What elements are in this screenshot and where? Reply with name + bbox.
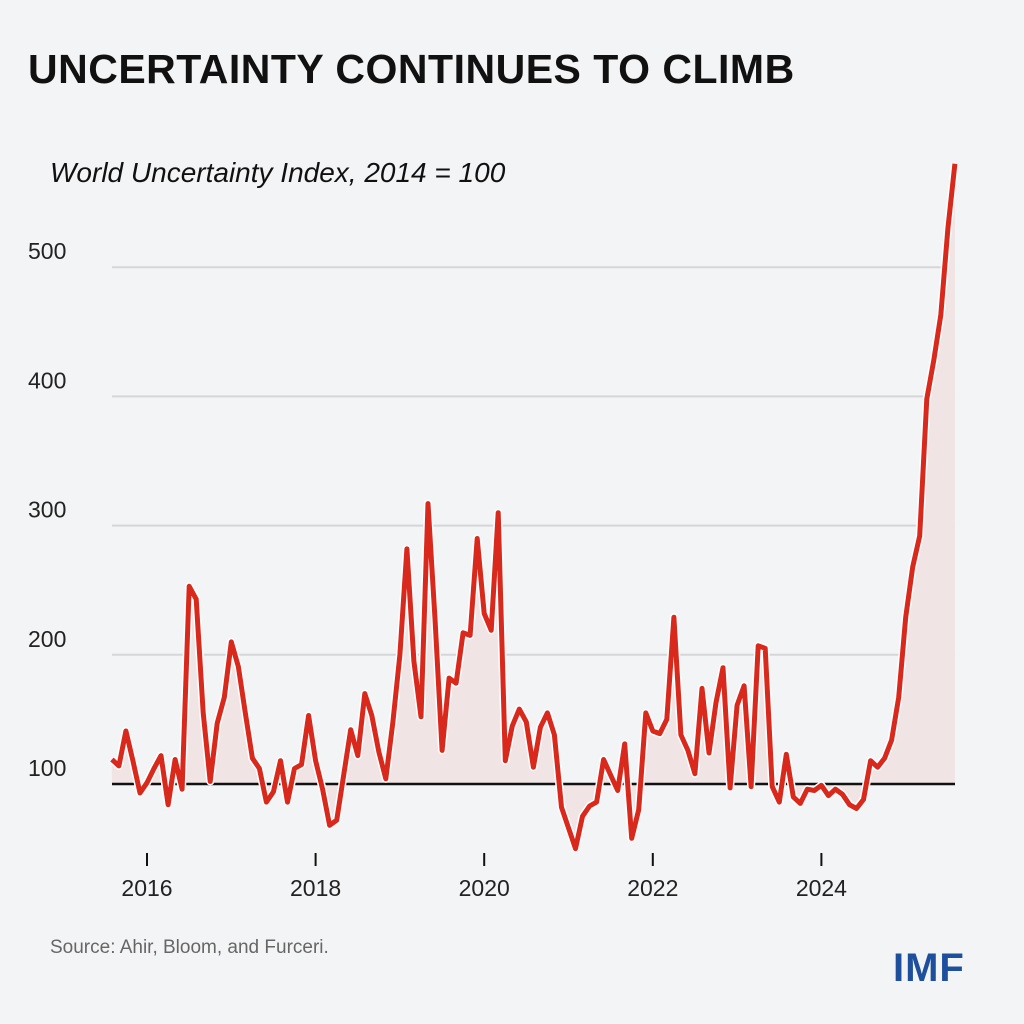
y-tick-label: 200 xyxy=(28,626,66,652)
imf-logo: IMF xyxy=(893,946,965,990)
chart-title: UNCERTAINTY CONTINUES TO CLIMB xyxy=(28,46,795,92)
x-tick-label: 2024 xyxy=(796,875,847,901)
chart-subtitle: World Uncertainty Index, 2014 = 100 xyxy=(50,157,506,188)
y-tick-label: 100 xyxy=(28,755,66,781)
y-tick-label: 500 xyxy=(28,238,66,264)
x-tick-label: 2018 xyxy=(290,875,341,901)
y-tick-label: 300 xyxy=(28,497,66,523)
x-tick-label: 2022 xyxy=(627,875,678,901)
source-note: Source: Ahir, Bloom, and Furceri. xyxy=(50,937,329,958)
x-tick-label: 2016 xyxy=(121,875,172,901)
x-tick-label: 2020 xyxy=(459,875,510,901)
y-tick-label: 400 xyxy=(28,367,66,393)
